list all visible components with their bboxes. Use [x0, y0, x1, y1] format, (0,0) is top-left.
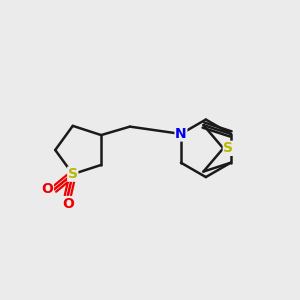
Text: O: O	[62, 196, 74, 211]
Text: S: S	[68, 167, 78, 181]
Text: O: O	[41, 182, 53, 197]
Text: S: S	[223, 141, 233, 155]
Text: N: N	[175, 127, 187, 141]
